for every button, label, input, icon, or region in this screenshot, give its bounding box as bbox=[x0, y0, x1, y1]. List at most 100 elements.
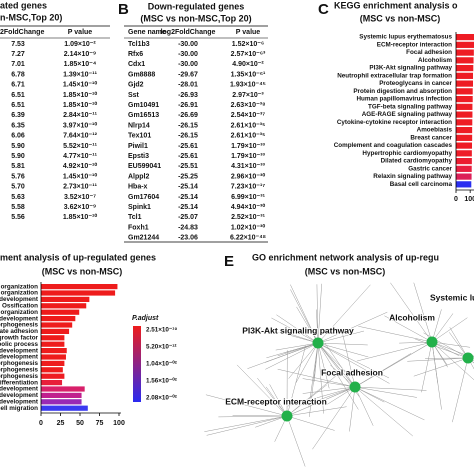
table-cell: 5.90 bbox=[11, 153, 25, 160]
table-cell: Alppl2 bbox=[128, 173, 149, 180]
bar bbox=[456, 49, 474, 56]
network-edge bbox=[431, 313, 454, 343]
table-cell: Sst bbox=[128, 92, 140, 99]
category-label: x organization bbox=[0, 283, 38, 290]
table-cell: 6.71 bbox=[11, 82, 25, 89]
table-cell: 6.99×10⁻³¹ bbox=[231, 194, 266, 201]
table-cell: 3.97×10⁻¹⁰ bbox=[63, 121, 98, 129]
network-edge bbox=[265, 386, 288, 417]
table-cell: Gm8888 bbox=[128, 71, 155, 78]
network-edge bbox=[302, 386, 356, 394]
bar bbox=[41, 354, 66, 360]
node-label: Systemic lu bbox=[430, 292, 474, 302]
bar bbox=[41, 373, 65, 379]
table-cell: 1.79×10⁻³³ bbox=[231, 143, 266, 150]
table-cell: 6.35 bbox=[11, 122, 25, 129]
table-cell: Spink1 bbox=[128, 204, 151, 211]
network-edge bbox=[317, 284, 371, 344]
table-cell: 1.09×10⁻² bbox=[64, 41, 96, 48]
legend-label: 5.20×10⁻¹² bbox=[146, 344, 176, 351]
table-cell: 2.96×10⁻³⁰ bbox=[231, 172, 266, 180]
category-label: ECM-receptor interaction bbox=[377, 41, 452, 48]
network-edge bbox=[296, 306, 319, 344]
network-edge bbox=[247, 342, 319, 369]
panel-letter: E bbox=[224, 253, 234, 270]
category-label: Ossification bbox=[2, 302, 38, 309]
bar bbox=[456, 88, 473, 95]
chart-title: GO enrichment network analysis of up-reg… bbox=[252, 252, 439, 262]
network-edge bbox=[232, 415, 288, 417]
table-cell: Foxh1 bbox=[128, 224, 149, 231]
bar bbox=[41, 284, 118, 290]
network-edge bbox=[295, 342, 319, 384]
bar bbox=[456, 134, 473, 141]
bar bbox=[456, 103, 473, 110]
table-cell: 1.79×10⁻³³ bbox=[231, 153, 266, 160]
panel-title: ated genes bbox=[0, 0, 47, 10]
network-edge bbox=[206, 415, 288, 436]
bar bbox=[41, 316, 76, 322]
table-cell: 5.90 bbox=[11, 143, 25, 150]
legend-label: 2.51×10⁻¹⁹ bbox=[146, 327, 177, 334]
category-label: e organization bbox=[0, 290, 38, 297]
category-label: - development bbox=[0, 392, 39, 399]
x-tick-label: 25 bbox=[57, 420, 65, 427]
category-label: abolic process bbox=[0, 341, 38, 348]
table-cell: -26.91 bbox=[178, 102, 198, 109]
panel-title: Down-regulated genes bbox=[148, 1, 245, 11]
table-cell: 5.81 bbox=[11, 163, 25, 170]
table-cell: -25.07 bbox=[178, 214, 198, 221]
category-label: Amoebiasis bbox=[417, 127, 453, 134]
table-cell: 7.64×10⁻¹² bbox=[63, 133, 98, 140]
category-label: ll organization bbox=[0, 309, 38, 316]
bar bbox=[41, 348, 67, 354]
network-edge bbox=[286, 373, 339, 417]
category-label: Alcoholism bbox=[418, 57, 452, 64]
network-edge bbox=[317, 342, 369, 358]
network-edge bbox=[316, 284, 319, 344]
colorbar bbox=[133, 326, 141, 402]
category-label: Hypertrophic cardiomyopathy bbox=[362, 150, 452, 157]
x-tick-label: 100 bbox=[464, 196, 474, 203]
network-edge bbox=[204, 415, 288, 432]
column-header: Gene name bbox=[128, 29, 166, 36]
x-tick-label: 100 bbox=[113, 420, 125, 427]
table-cell: Gm10491 bbox=[128, 102, 159, 109]
category-label: - development bbox=[0, 354, 39, 361]
bar bbox=[456, 150, 472, 157]
bar bbox=[41, 328, 70, 334]
node-label: PI3K-Akt signaling pathway bbox=[242, 325, 354, 335]
network-edge bbox=[431, 341, 438, 384]
network-edge bbox=[205, 394, 288, 417]
bar bbox=[41, 386, 85, 392]
table-cell: 1.93×10⁻⁴⁵ bbox=[230, 82, 266, 89]
table-cell: 2.14×10⁻⁹ bbox=[64, 51, 97, 58]
table-cell: 5.56 bbox=[11, 214, 25, 221]
category-label: TGF-beta signaling pathway bbox=[368, 103, 452, 110]
bar bbox=[41, 303, 87, 309]
category-label: Systemic lupus erythematosus bbox=[359, 34, 452, 41]
category-label: Focal adhesion bbox=[406, 49, 452, 56]
network-edge bbox=[354, 386, 413, 437]
table-cell: -24.83 bbox=[178, 224, 198, 231]
table-cell: 4.31×10⁻³³ bbox=[231, 163, 266, 170]
network-edge bbox=[317, 311, 388, 344]
bar bbox=[41, 322, 73, 328]
category-label: AGE-RAGE signaling pathway bbox=[362, 111, 453, 118]
bar bbox=[456, 127, 473, 134]
bar bbox=[456, 173, 472, 180]
table-cell: 2.57×10⁻⁶³ bbox=[231, 51, 266, 58]
panel-title: n-MSC,Top 20) bbox=[0, 12, 62, 22]
category-label: Protein digestion and absorption bbox=[353, 88, 452, 95]
table-cell: 4.77×10⁻¹¹ bbox=[63, 153, 98, 160]
table-cell: 2.84×10⁻¹¹ bbox=[63, 112, 98, 119]
bar bbox=[456, 80, 473, 87]
category-label: Proteoglycans in cancer bbox=[379, 80, 452, 87]
category-label: Breast cancer bbox=[410, 134, 452, 141]
table-cell: 6.06 bbox=[11, 133, 25, 140]
chart-subtitle: (MSC vs non-MSC) bbox=[360, 13, 441, 23]
chart-title: ment analysis of up-regulated genes bbox=[0, 252, 156, 262]
table-cell: Cdx1 bbox=[128, 61, 145, 68]
table-cell: 7.27 bbox=[11, 51, 25, 58]
